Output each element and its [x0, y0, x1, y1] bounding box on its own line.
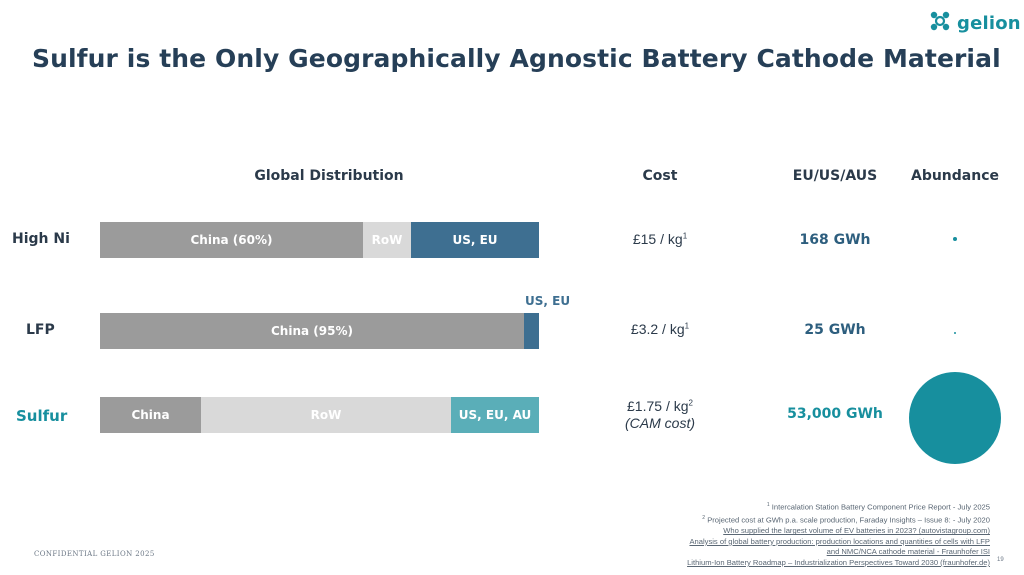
cost-note: (CAM cost): [625, 415, 695, 431]
bar-segment: China: [100, 397, 201, 433]
capacity-lfp: 25 GWh: [804, 322, 866, 338]
cost-footnote-ref: 1: [684, 321, 690, 331]
cost-value: £15 / kg: [632, 231, 683, 247]
bar-segment: US, EU: [411, 222, 539, 258]
reference-2: 2 Projected cost at GWh p.a. scale produ…: [702, 515, 990, 525]
references: 1 Intercalation Station Battery Componen…: [570, 500, 990, 569]
row-label-sulfur: Sulfur: [16, 407, 68, 425]
bar-segment: China (95%): [100, 313, 524, 349]
capacity-high-ni: 168 GWh: [799, 232, 871, 248]
reference-link-roadmap[interactable]: Lithium-Ion Battery Roadmap – Industrial…: [687, 558, 990, 568]
bar-segment: [524, 313, 539, 349]
gelion-logo: gelion: [929, 11, 1021, 35]
page-title: Sulfur is the Only Geographically Agnost…: [32, 44, 1001, 73]
page-number: 19: [997, 557, 1004, 563]
cost-value: £3.2 / kg: [630, 321, 685, 337]
reference-link-fraunhofer-isi-cont[interactable]: and NMC/NCA cathode material - Fraunhofe…: [826, 547, 990, 557]
abundance-dot-lfp: [954, 332, 956, 334]
reference-1: 1 Intercalation Station Battery Componen…: [766, 502, 990, 512]
cost-lfp: £3.2 / kg1: [590, 321, 730, 337]
row-label-lfp: LFP: [26, 322, 55, 338]
bar-segment: RoW: [363, 222, 411, 258]
cost-footnote-ref: 2: [688, 398, 693, 408]
abundance-dot-high-ni: [953, 237, 957, 241]
column-header-cost: Cost: [642, 168, 678, 184]
column-header-distribution: Global Distribution: [254, 168, 404, 184]
distribution-bar-lfp: China (95%): [100, 313, 539, 349]
reference-link-autovista[interactable]: Who supplied the largest volume of EV ba…: [723, 526, 990, 536]
lfp-us-eu-note: US, EU: [525, 294, 571, 308]
capacity-sulfur: 53,000 GWh: [787, 406, 883, 422]
cost-sulfur: £1.75 / kg2 (CAM cost): [590, 398, 730, 431]
bar-segment: China (60%): [100, 222, 363, 258]
column-header-capacity: EU/US/AUS: [792, 168, 878, 184]
cost-value: £1.75 / kg: [627, 398, 689, 414]
gelion-logo-text: gelion: [957, 12, 1021, 34]
bar-segment: RoW: [201, 397, 451, 433]
distribution-bar-sulfur: China RoW US, EU, AU: [100, 397, 539, 433]
gelion-logo-icon: [929, 10, 951, 36]
column-header-abundance: Abundance: [910, 168, 1000, 184]
reference-link-fraunhofer-isi[interactable]: Analysis of global battery production: p…: [689, 536, 990, 546]
abundance-dot-sulfur: [909, 372, 1001, 464]
confidential-notice: CONFIDENTIAL GELION 2025: [34, 550, 155, 558]
cost-footnote-ref: 1: [682, 231, 688, 241]
cost-high-ni: £15 / kg1: [590, 231, 730, 247]
row-label-high-ni: High Ni: [12, 231, 70, 247]
bar-segment: US, EU, AU: [451, 397, 539, 433]
distribution-bar-high-ni: China (60%) RoW US, EU: [100, 222, 539, 258]
